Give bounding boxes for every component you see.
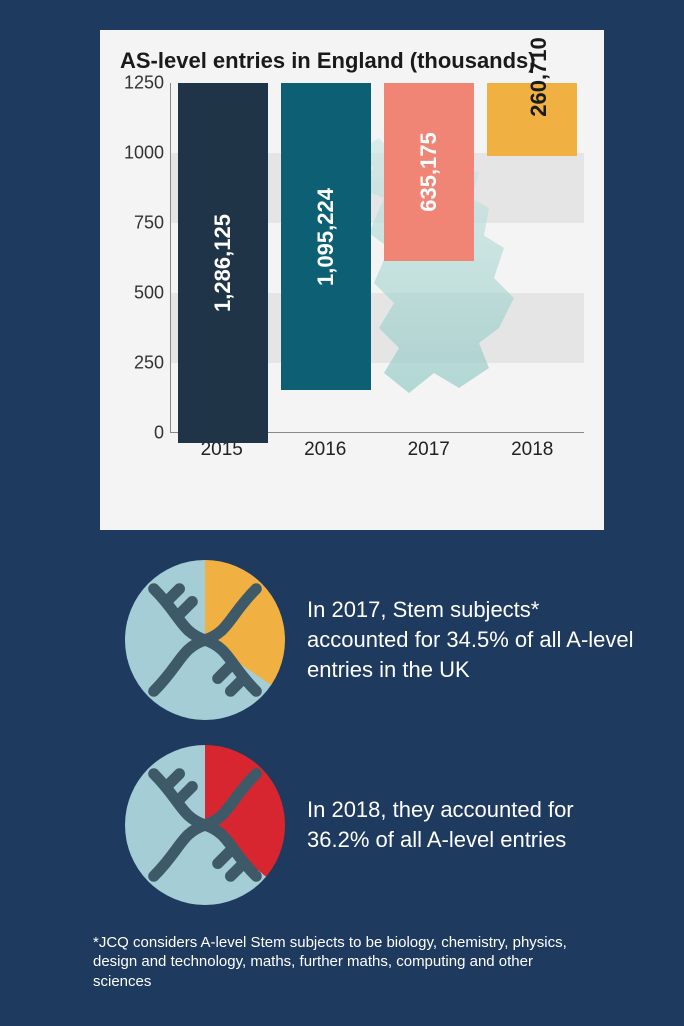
bar: 1,286,125: [178, 83, 268, 443]
bar-value-label: 1,286,125: [210, 214, 236, 312]
bar-wrap: 1,286,125: [171, 83, 274, 432]
pie-chart: [125, 745, 285, 905]
bar-value-label: 635,175: [416, 132, 442, 212]
dna-icon: [125, 745, 285, 905]
stat-text: In 2018, they accounted for 36.2% of all…: [307, 795, 637, 854]
chart-panel: AS-level entries in England (thousands) …: [100, 30, 604, 530]
stat-text: In 2017, Stem subjects* accounted for 34…: [307, 595, 637, 684]
dna-icon: [125, 560, 285, 720]
y-tick-label: 0: [114, 423, 164, 444]
bar: 260,710: [487, 83, 577, 156]
x-tick-label: 2018: [481, 439, 585, 461]
bar-value-label: 260,710: [526, 38, 552, 118]
bar-wrap: 635,175: [378, 83, 481, 432]
x-tick-label: 2017: [377, 439, 481, 461]
chart-title: AS-level entries in England (thousands): [120, 48, 584, 73]
bars-container: 1,286,125 1,095,224 635,175 260,710: [171, 83, 584, 432]
x-tick-label: 2016: [274, 439, 378, 461]
stat-row: In 2018, they accounted for 36.2% of all…: [125, 745, 637, 905]
bar-wrap: 1,095,224: [274, 83, 377, 432]
bar-value-label: 1,095,224: [313, 188, 339, 286]
bar: 635,175: [384, 83, 474, 261]
y-tick-label: 1000: [114, 143, 164, 164]
y-tick-label: 1250: [114, 73, 164, 94]
stat-row: In 2017, Stem subjects* accounted for 34…: [125, 560, 637, 720]
footnote: *JCQ considers A-level Stem subjects to …: [93, 933, 593, 992]
pie-chart: [125, 560, 285, 720]
chart-area: 1,286,1251,095,224635,175260,710 0250500…: [170, 83, 584, 478]
y-tick-label: 750: [114, 213, 164, 234]
bar-wrap: 260,710: [481, 83, 584, 432]
y-tick-label: 250: [114, 353, 164, 374]
bar: 1,095,224: [281, 83, 371, 390]
chart-plot: 1,286,125 1,095,224 635,175 260,710: [170, 83, 584, 433]
y-tick-label: 500: [114, 283, 164, 304]
